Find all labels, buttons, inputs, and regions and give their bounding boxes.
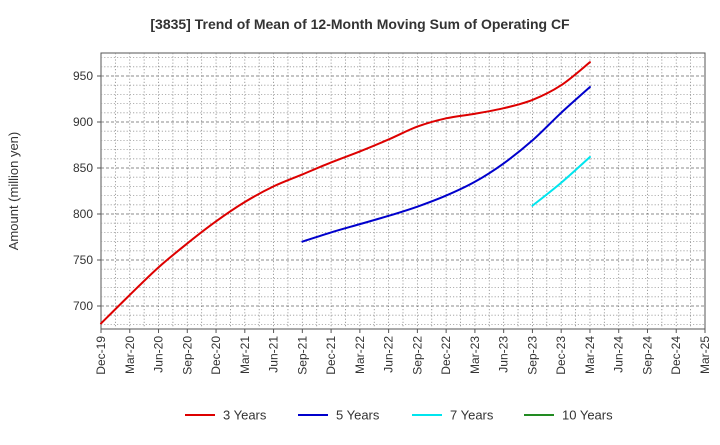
x-tick-label: Dec-20: [209, 336, 223, 375]
x-tick-label: Jun-24: [612, 336, 626, 373]
x-tick-label: Dec-24: [669, 336, 683, 375]
x-tick-label: Mar-20: [123, 336, 137, 374]
x-tick-label: Mar-21: [238, 336, 252, 374]
x-tick-label: Dec-23: [554, 336, 568, 375]
legend-label: 3 Years: [223, 408, 267, 423]
y-axis-ticks: 700 750 800 850 900 950: [73, 69, 101, 313]
legend-label: 10 Years: [562, 408, 613, 423]
x-tick-label: Dec-21: [324, 336, 338, 375]
y-tick-label: 850: [73, 161, 93, 175]
x-tick-label: Dec-19: [94, 336, 108, 375]
x-tick-label: Mar-23: [468, 336, 482, 374]
x-tick-label: Sep-24: [640, 336, 654, 375]
legend-item[interactable]: 5 Years: [298, 408, 380, 423]
legend-label: 5 Years: [336, 408, 380, 423]
series-line-3-years: [100, 61, 591, 325]
x-tick-label: Dec-22: [439, 336, 453, 375]
x-tick-label: Mar-22: [353, 336, 367, 374]
legend: 3 Years 5 Years 7 Years 10 Years: [185, 408, 613, 423]
x-tick-label: Mar-24: [583, 336, 597, 374]
legend-label: 7 Years: [450, 408, 494, 423]
x-tick-label: Jun-20: [152, 336, 166, 373]
legend-item[interactable]: 7 Years: [412, 408, 494, 423]
chart-title: [3835] Trend of Mean of 12-Month Moving …: [150, 16, 570, 32]
x-tick-label: Jun-23: [497, 336, 511, 373]
series-lines: [100, 61, 591, 325]
x-tick-label: Sep-22: [410, 336, 424, 375]
x-axis-ticks: Dec-19 Mar-20 Jun-20 Sep-20 Dec-20 Mar-21 Jun-…: [94, 329, 712, 375]
x-tick-label: Jun-21: [267, 336, 281, 373]
y-axis-label: Amount (million yen): [6, 132, 21, 251]
grid-lines: [101, 53, 705, 329]
x-tick-label: Jun-22: [382, 336, 396, 373]
x-tick-label: Sep-23: [525, 336, 539, 375]
y-tick-label: 750: [73, 253, 93, 267]
y-tick-label: 700: [73, 299, 93, 313]
x-tick-label: Sep-20: [180, 336, 194, 375]
x-tick-label: Sep-21: [295, 336, 309, 375]
legend-item[interactable]: 10 Years: [524, 408, 613, 423]
y-tick-label: 950: [73, 69, 93, 83]
y-tick-label: 800: [73, 207, 93, 221]
legend-item[interactable]: 3 Years: [185, 408, 267, 423]
y-tick-label: 900: [73, 115, 93, 129]
x-tick-label: Mar-25: [698, 336, 712, 374]
series-line-5-years: [301, 86, 591, 243]
series-line-7-years: [531, 155, 591, 207]
